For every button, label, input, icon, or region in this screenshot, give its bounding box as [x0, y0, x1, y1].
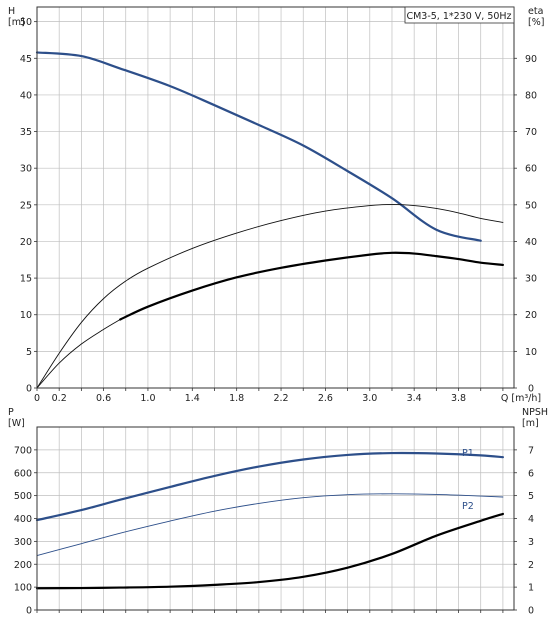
x-axis-tick-label: 3.0	[362, 393, 377, 404]
axis-label-line: [W]	[8, 418, 25, 429]
left-axis-tick-label: 0	[26, 606, 32, 617]
curve-2	[35, 512, 505, 590]
x-axis-tick-label: 3.4	[407, 393, 422, 404]
curve-label-p1: P1	[462, 448, 474, 459]
x-axis-tick-label: 1.8	[229, 393, 244, 404]
p2-curve-1	[36, 493, 504, 557]
top-curves	[35, 51, 505, 389]
top-grid	[37, 7, 514, 388]
right-axis-tick-label: 90	[525, 54, 537, 65]
axis-label-line: H	[8, 6, 15, 17]
x-axis-tick-label: 3.8	[451, 393, 466, 404]
right-axis-tick-label: 7	[528, 445, 534, 456]
bottom-grid	[37, 427, 514, 610]
right-axis-tick-label: 60	[525, 164, 537, 175]
left-axis-tick-label: 600	[14, 468, 32, 479]
left-axis-tick-label: 30	[20, 164, 32, 175]
curve-label-p2: P2	[462, 501, 474, 512]
curve-2	[36, 319, 121, 389]
left-axis-tick-label: 100	[14, 583, 32, 594]
axis-label-line: P	[8, 407, 14, 418]
bottom-y-axis-label-right: NPSH [m]	[522, 407, 548, 429]
x-axis-tick-label: 1.4	[185, 393, 200, 404]
left-axis-tick-label: 300	[14, 537, 32, 548]
axis-label-line: [%]	[528, 17, 544, 28]
left-axis-tick-label: 5	[26, 347, 32, 358]
right-axis-tick-label: 4	[528, 514, 534, 525]
bottom-ticks: 0 100 200 300 400 500 600 700 0 1 2 3 4 5 6 7	[14, 445, 534, 616]
right-axis-tick-label: 80	[525, 90, 537, 101]
top-ticks: 0 5 10 15 20 25 30 35 40 45 50 0 10 20 30 40 50 60 70 80 90 0…	[20, 17, 541, 404]
x-axis-tick-label: 0.2	[52, 393, 67, 404]
left-axis-tick-label: 400	[14, 514, 32, 525]
right-axis-tick-label: 0	[528, 384, 534, 395]
right-axis-tick-label: 70	[525, 127, 537, 138]
right-axis-tick-label: 40	[525, 237, 537, 248]
left-axis-tick-label: 700	[14, 445, 32, 456]
right-axis-tick-label: 10	[525, 347, 537, 358]
curve-3	[119, 251, 505, 321]
left-axis-tick-label: 40	[20, 90, 32, 101]
axis-label-line: NPSH	[522, 407, 548, 418]
left-axis-tick-label: 10	[20, 310, 32, 321]
left-axis-tick-label: 20	[20, 237, 32, 248]
x-axis-tick-label: 2.2	[273, 393, 288, 404]
top-y-axis-label-left: H [m]	[8, 6, 25, 28]
left-axis-tick-label: 15	[20, 274, 32, 285]
left-axis-tick-label: 35	[20, 127, 32, 138]
right-axis-tick-label: 1	[528, 583, 534, 594]
x-axis-tick-label: 0	[34, 393, 40, 404]
axis-label-line: [m]	[522, 418, 539, 429]
right-axis-tick-label: 0	[528, 606, 534, 617]
title-box	[404, 6, 515, 24]
axis-label-line: [m]	[8, 17, 25, 28]
left-axis-tick-label: 50	[20, 17, 32, 28]
right-axis-tick-label: 6	[528, 468, 534, 479]
curve-0	[35, 51, 482, 242]
left-axis-tick-label: 0	[26, 384, 32, 395]
chart-title: CM3-5, 1*230 V, 50Hz	[406, 11, 511, 22]
right-axis-tick-label: 2	[528, 560, 534, 571]
left-axis-tick-label: 45	[20, 54, 32, 65]
left-axis-tick-label: 200	[14, 560, 32, 571]
x-axis-label: Q [m³/h]	[501, 393, 541, 404]
bottom-y-axis-label-left: P [W]	[8, 407, 25, 429]
x-axis-tick-label: 0.6	[96, 393, 111, 404]
bottom-curves	[35, 451, 505, 590]
right-axis-tick-label: 50	[525, 200, 537, 211]
axis-label-line: eta	[528, 6, 543, 17]
right-axis-tick-label: 5	[528, 491, 534, 502]
left-axis-tick-label: 25	[20, 200, 32, 211]
right-axis-tick-label: 3	[528, 537, 534, 548]
x-axis-tick-label: 2.6	[318, 393, 333, 404]
curve-1	[36, 204, 504, 389]
p1-curve-0	[35, 451, 505, 522]
right-axis-tick-label: 20	[525, 310, 537, 321]
x-axis-tick-label: 1.0	[140, 393, 155, 404]
top-plot-frame	[36, 6, 515, 389]
right-axis-tick-label: 30	[525, 274, 537, 285]
left-axis-tick-label: 500	[14, 491, 32, 502]
top-y-axis-label-right: eta [%]	[528, 6, 544, 28]
